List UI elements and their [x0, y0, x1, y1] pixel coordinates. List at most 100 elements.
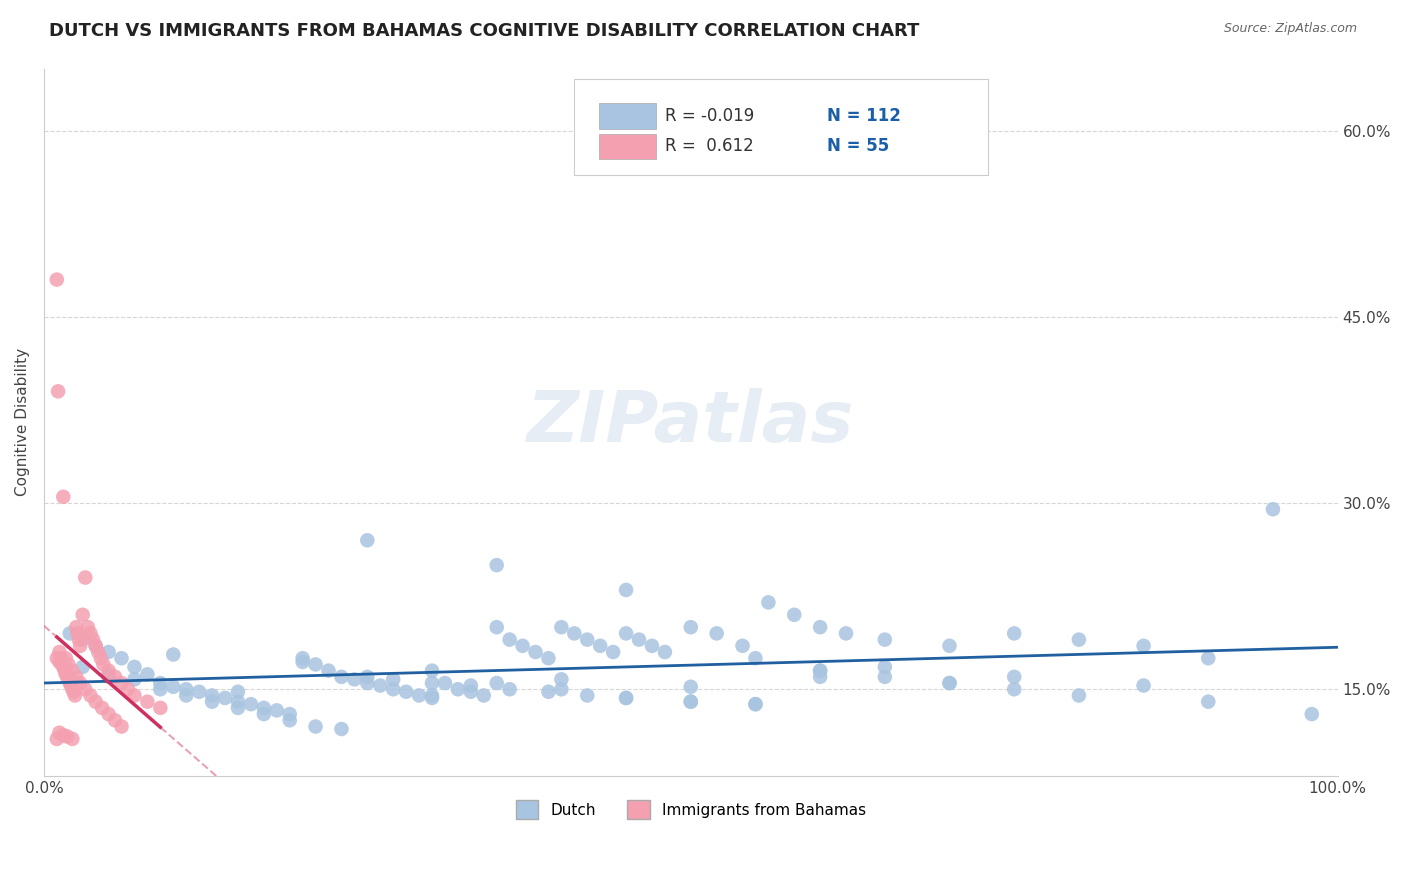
Point [589, 639, 612, 653]
Point [46, 384, 69, 399]
Point [873, 632, 896, 647]
Point [873, 670, 896, 684]
Point [614, 690, 637, 705]
Point [330, 722, 353, 736]
Point [79, 689, 101, 703]
Point [110, 651, 132, 665]
Point [77, 620, 100, 634]
Point [356, 533, 378, 548]
Point [304, 657, 326, 672]
Point [174, 682, 197, 697]
Point [485, 558, 508, 573]
Point [808, 620, 831, 634]
Text: R =  0.612: R = 0.612 [665, 137, 754, 155]
Point [1197, 695, 1219, 709]
Point [97, 664, 120, 678]
Point [679, 695, 702, 709]
Point [62, 685, 84, 699]
Point [783, 607, 806, 622]
Point [226, 685, 249, 699]
Point [1261, 502, 1284, 516]
Point [291, 655, 314, 669]
Point [576, 689, 599, 703]
Point [84, 639, 107, 653]
FancyBboxPatch shape [599, 134, 655, 159]
Point [330, 670, 353, 684]
Point [447, 682, 470, 697]
Point [84, 639, 107, 653]
Point [53, 664, 76, 678]
Point [253, 707, 276, 722]
Point [188, 685, 211, 699]
Point [201, 695, 224, 709]
Point [562, 626, 585, 640]
Point [1002, 670, 1025, 684]
Point [1132, 639, 1154, 653]
Point [60, 731, 83, 746]
Point [149, 682, 172, 697]
Point [318, 664, 340, 678]
Point [304, 719, 326, 733]
Point [512, 639, 534, 653]
Point [214, 690, 236, 705]
Point [69, 676, 91, 690]
Point [97, 667, 120, 681]
Point [56, 730, 79, 744]
Point [253, 701, 276, 715]
Point [433, 676, 456, 690]
Point [602, 645, 624, 659]
Point [72, 660, 94, 674]
Point [420, 664, 443, 678]
Point [59, 676, 82, 690]
Point [97, 645, 120, 659]
Text: N = 112: N = 112 [827, 107, 900, 125]
Point [1002, 626, 1025, 640]
Point [124, 673, 146, 687]
Point [75, 570, 97, 584]
Point [239, 697, 262, 711]
Point [58, 673, 80, 687]
Point [382, 682, 405, 697]
Point [69, 639, 91, 653]
Point [706, 626, 728, 640]
Point [93, 657, 115, 672]
Point [485, 676, 508, 690]
Point [524, 645, 547, 659]
Point [576, 632, 599, 647]
Point [48, 645, 70, 659]
Point [550, 673, 572, 687]
Point [368, 679, 391, 693]
Point [48, 655, 70, 669]
Point [420, 689, 443, 703]
Point [149, 676, 172, 690]
Text: ZIPatlas: ZIPatlas [527, 388, 855, 457]
Point [1132, 679, 1154, 693]
Point [679, 680, 702, 694]
Point [60, 682, 83, 697]
Point [938, 639, 960, 653]
FancyBboxPatch shape [574, 79, 988, 175]
Point [84, 695, 107, 709]
Point [808, 664, 831, 678]
Point [1067, 689, 1090, 703]
Point [91, 701, 114, 715]
Point [1301, 707, 1323, 722]
Point [266, 703, 288, 717]
Point [60, 679, 83, 693]
Point [808, 670, 831, 684]
Point [97, 707, 120, 722]
Point [49, 651, 72, 665]
Point [627, 632, 650, 647]
Point [79, 626, 101, 640]
Point [63, 689, 86, 703]
Point [1067, 632, 1090, 647]
Point [382, 673, 405, 687]
Point [104, 714, 127, 728]
Point [835, 626, 858, 640]
Point [97, 670, 120, 684]
Point [472, 689, 495, 703]
Point [679, 695, 702, 709]
Point [45, 731, 67, 746]
Point [485, 620, 508, 634]
Point [1002, 682, 1025, 697]
